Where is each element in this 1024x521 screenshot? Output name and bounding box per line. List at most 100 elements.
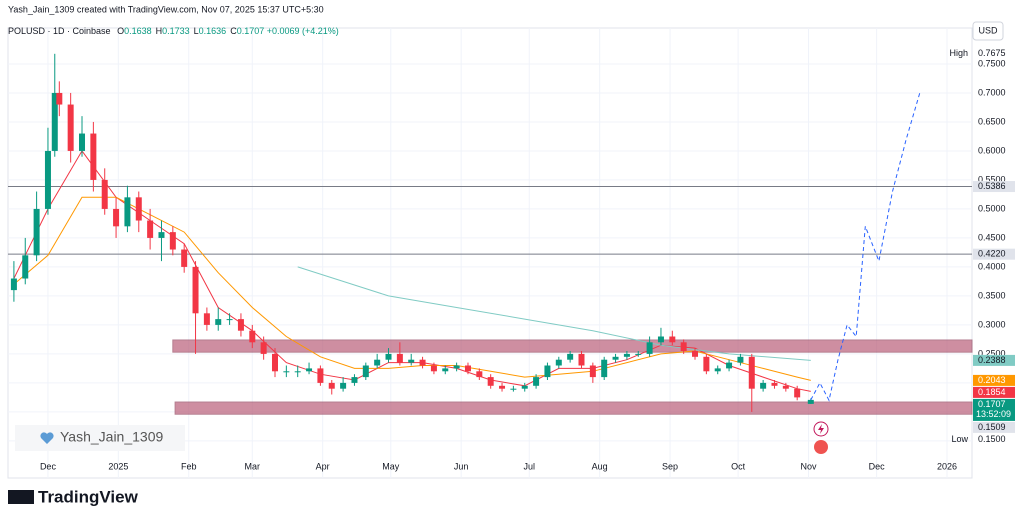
candle-body bbox=[79, 133, 86, 151]
x-tick-label: 2025 bbox=[108, 461, 128, 471]
y-tick-label: 0.6500 bbox=[978, 116, 1006, 126]
x-tick-label: Nov bbox=[801, 461, 818, 471]
candle-body bbox=[521, 385, 528, 389]
candle-body bbox=[294, 371, 301, 373]
zones bbox=[8, 186, 973, 415]
ohlc-key: L bbox=[193, 26, 199, 36]
candle-body bbox=[147, 220, 154, 238]
candle-body bbox=[215, 319, 222, 325]
candle-body bbox=[374, 359, 381, 366]
legend: POLUSD · 1D · Coinbase O0.1638 H0.1733 L0.… bbox=[8, 26, 339, 36]
candle-body bbox=[249, 330, 256, 343]
price-label-box bbox=[973, 354, 1015, 366]
y-tick-label: 0.7000 bbox=[978, 87, 1006, 97]
header: Yash_Jain_1309 created with TradingView.… bbox=[8, 4, 324, 14]
axis: 0.10000.15000.20000.25000.30000.35000.40… bbox=[40, 48, 1015, 471]
candle-body bbox=[22, 255, 29, 279]
ohlc-key: O bbox=[117, 26, 125, 36]
y-tick-label: 0.5000 bbox=[978, 203, 1006, 213]
candle-body bbox=[464, 365, 471, 372]
candle-body bbox=[453, 365, 460, 369]
candle-body bbox=[623, 353, 630, 357]
candle-body bbox=[124, 197, 131, 227]
candle-body bbox=[237, 319, 244, 331]
candle-body bbox=[226, 319, 233, 321]
candle-body bbox=[67, 104, 74, 151]
price-label-box bbox=[973, 248, 1015, 260]
candle-body bbox=[169, 232, 176, 250]
price-label: 0.2388 bbox=[978, 355, 1006, 365]
ohlc-value: 0.1733 bbox=[162, 26, 190, 36]
candle-body bbox=[385, 353, 392, 360]
candle-body bbox=[158, 232, 165, 238]
candle-body bbox=[567, 353, 574, 360]
candle-body bbox=[408, 359, 415, 363]
candle-body bbox=[533, 377, 540, 386]
x-tick-label: Sep bbox=[662, 461, 678, 471]
candle-body bbox=[499, 385, 506, 389]
x-tick-label: Feb bbox=[181, 461, 197, 471]
change: +0.0069 (+4.21%) bbox=[266, 26, 339, 36]
candle-body bbox=[476, 371, 483, 378]
candle-body bbox=[703, 356, 710, 372]
price-label: 0.7675 bbox=[978, 48, 1006, 58]
candle-body bbox=[33, 208, 40, 256]
candle-body bbox=[601, 359, 608, 378]
candle-body bbox=[430, 365, 437, 372]
price-label-box bbox=[973, 48, 1015, 60]
candle-body bbox=[396, 353, 403, 363]
x-tick-label: Jun bbox=[454, 461, 469, 471]
candle-body bbox=[680, 342, 687, 352]
candle-body bbox=[181, 249, 188, 267]
candle-body bbox=[635, 353, 642, 355]
candle-body bbox=[692, 351, 699, 357]
candle-body bbox=[782, 385, 789, 389]
y-tick-label: 0.4500 bbox=[978, 232, 1006, 242]
candle-body bbox=[487, 377, 494, 386]
ohlc-value: 0.1638 bbox=[124, 26, 152, 36]
candle-body bbox=[726, 362, 733, 369]
candle-body bbox=[306, 368, 313, 372]
candle-body bbox=[510, 388, 517, 390]
countdown: 13:52:09 bbox=[976, 409, 1011, 419]
currency[interactable]: USD bbox=[978, 25, 998, 35]
price-label-box bbox=[973, 421, 1015, 433]
x-tick-label: Mar bbox=[245, 461, 261, 471]
y-tick-label: 0.2500 bbox=[978, 348, 1006, 358]
price-label: 0.2043 bbox=[978, 375, 1006, 385]
y-tick-label: 0.5500 bbox=[978, 174, 1006, 184]
zone bbox=[172, 339, 973, 353]
price-prefix: High bbox=[949, 48, 968, 58]
candle-body bbox=[669, 336, 676, 343]
y-tick-label: 0.3000 bbox=[978, 319, 1006, 329]
candle-body bbox=[737, 356, 744, 363]
ohlc-key: C bbox=[230, 26, 237, 36]
flag-icon[interactable] bbox=[814, 440, 828, 454]
candle-body bbox=[589, 365, 596, 378]
candle-body bbox=[748, 356, 755, 389]
x-tick-label: Dec bbox=[40, 461, 57, 471]
candle-body bbox=[340, 382, 347, 389]
candle-body bbox=[56, 92, 63, 105]
grid bbox=[8, 28, 972, 478]
y-tick-label: 0.3500 bbox=[978, 290, 1006, 300]
candle-body bbox=[714, 368, 721, 372]
price-label: 0.1707 bbox=[978, 399, 1006, 409]
currency-box[interactable] bbox=[972, 21, 1004, 41]
candle-body bbox=[794, 388, 801, 398]
candle-body bbox=[362, 365, 369, 378]
candle-body bbox=[771, 382, 778, 386]
marks bbox=[10, 53, 921, 412]
candle-body bbox=[113, 208, 120, 227]
candle-body bbox=[555, 359, 562, 366]
ohlc-key: H bbox=[155, 26, 163, 36]
candle-body bbox=[328, 382, 335, 389]
candle-body bbox=[135, 197, 142, 221]
candle-body bbox=[442, 368, 449, 372]
candle-body bbox=[203, 313, 210, 325]
x-tick-label: Dec bbox=[869, 461, 886, 471]
candle-body bbox=[657, 336, 664, 343]
x-tick-label: 2026 bbox=[937, 461, 957, 471]
